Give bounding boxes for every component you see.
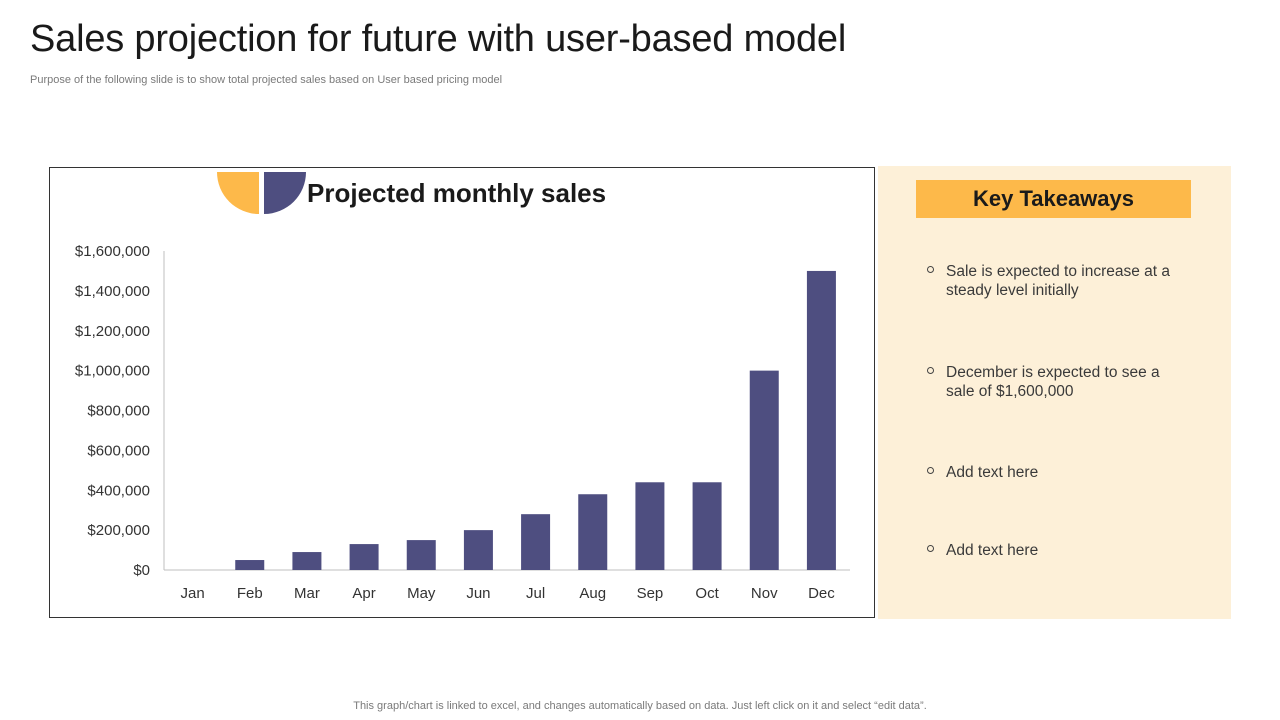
- bar-feb[interactable]: [235, 560, 265, 570]
- bar-dec[interactable]: [806, 270, 836, 570]
- bar-aug[interactable]: [578, 494, 608, 570]
- y-tick-label: $1,000,000: [75, 363, 150, 380]
- y-tick-label: $800,000: [87, 403, 150, 420]
- chart-container[interactable]: Projected monthly sales $0 $200,000 $400,0…: [49, 167, 875, 618]
- x-tick-label: Aug: [579, 585, 606, 602]
- bullet-circle-icon: [927, 545, 934, 552]
- bar-jun[interactable]: [463, 530, 493, 570]
- takeaway-text: Sale is expected to increase at a steady…: [946, 263, 1171, 299]
- y-tick-label: $1,200,000: [75, 323, 150, 340]
- half-circle-yellow-icon: [217, 172, 259, 214]
- x-tick-label: Jan: [180, 585, 204, 602]
- takeaway-item: Sale is expected to increase at a steady…: [927, 262, 1186, 300]
- footer-note: This graph/chart is linked to excel, and…: [353, 700, 927, 712]
- chart-title: Projected monthly sales: [307, 178, 607, 208]
- bullet-circle-icon: [927, 367, 934, 374]
- x-tick-label: May: [407, 585, 436, 602]
- takeaway-item: Add text here: [927, 463, 1186, 482]
- half-circle-purple-icon: [264, 172, 306, 214]
- slide-title: Sales projection for future with user-ba…: [30, 18, 847, 60]
- chart-title-icon: [217, 172, 306, 214]
- x-tick-label: Oct: [695, 585, 719, 602]
- takeaway-item: Add text here: [927, 541, 1186, 560]
- takeaway-text: Add text here: [946, 464, 1039, 481]
- bar-mar[interactable]: [292, 552, 322, 570]
- y-tick-label: $200,000: [87, 522, 150, 539]
- y-tick-label: $1,600,000: [75, 243, 150, 260]
- x-tick-label: Sep: [637, 585, 664, 602]
- y-tick-label: $1,400,000: [75, 283, 150, 300]
- y-tick-label: $400,000: [87, 482, 150, 499]
- x-tick-label: Jun: [466, 585, 490, 602]
- bar-oct[interactable]: [692, 482, 722, 570]
- y-tick-label: $0: [133, 562, 150, 579]
- x-tick-label: Dec: [808, 585, 835, 602]
- takeaways-header: Key Takeaways: [916, 180, 1191, 218]
- bar-sep[interactable]: [635, 482, 665, 570]
- bar-chart[interactable]: $0 $200,000 $400,000 $600,000 $800,000 $1,000…: [50, 168, 876, 619]
- takeaways-panel: Key Takeaways Sale is expected to increa…: [878, 166, 1231, 619]
- bar-nov[interactable]: [749, 370, 779, 570]
- takeaway-text: December is expected to see a sale of $1…: [946, 364, 1160, 400]
- slide-subtitle: Purpose of the following slide is to sho…: [30, 74, 503, 86]
- bar-apr[interactable]: [349, 544, 379, 570]
- x-tick-label: Feb: [237, 585, 263, 602]
- y-tick-label: $600,000: [87, 442, 150, 459]
- takeaway-text: Add text here: [946, 542, 1039, 559]
- bar-may[interactable]: [406, 540, 436, 570]
- x-tick-label: Mar: [294, 585, 320, 602]
- x-tick-label: Jul: [526, 585, 545, 602]
- x-tick-label: Apr: [352, 585, 375, 602]
- bullet-circle-icon: [927, 266, 934, 273]
- x-tick-label: Nov: [751, 585, 778, 602]
- takeaway-item: December is expected to see a sale of $1…: [927, 363, 1186, 401]
- bullet-circle-icon: [927, 467, 934, 474]
- bar-jul[interactable]: [521, 514, 551, 570]
